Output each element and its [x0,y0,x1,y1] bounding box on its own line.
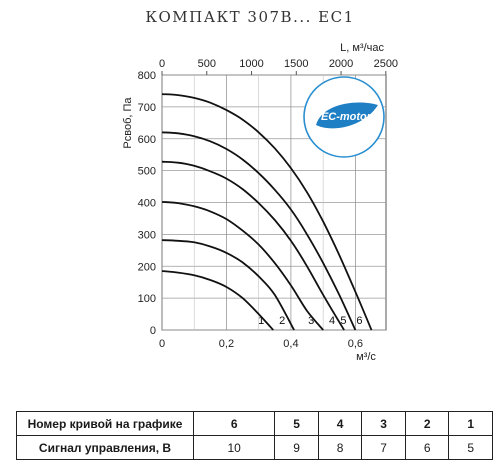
top-tick-label: 1000 [239,58,263,70]
curve-label: 6 [356,315,362,327]
signal-cell: 5 [448,435,493,460]
curve-signal-table: Номер кривой на графике 6 5 4 3 2 1 Сигн… [16,411,493,460]
top-tick-label: 2500 [374,58,398,70]
y-tick-label: 600 [138,134,156,146]
y-tick-label: 200 [138,261,156,273]
y-tick-label: 100 [138,293,156,305]
curve-label: 4 [329,315,335,327]
y-tick-label: 700 [138,102,156,114]
curve-number-header: Номер кривой на графике [16,411,194,436]
curve-number-cell: 2 [404,411,450,436]
y-tick-label: 400 [138,198,156,210]
y-tick-label: 0 [150,325,156,337]
signal-cell: 10 [192,435,276,460]
curve-number-cell: 3 [361,411,406,436]
top-tick-label: 0 [159,58,165,70]
curve-label: 5 [340,315,346,327]
ec-motor-badge: EC-motor [303,76,385,158]
signal-cell: 7 [361,435,406,460]
curve-6 [161,93,373,331]
top-tick-label: 2000 [329,58,353,70]
y-axis-label: Pсвоб, Па [122,97,134,149]
curve-label: 3 [308,315,314,327]
signal-cell: 9 [274,435,319,460]
top-axis-label: L, м³/час [340,42,384,54]
signal-cell: 6 [404,435,450,460]
curve-number-cell: 4 [317,411,363,436]
ec-motor-badge-label: EC-motor [321,111,372,123]
top-tick-label: 500 [198,58,216,70]
x-tick-label: 0 [159,338,165,350]
curve-number-cell: 1 [448,411,493,436]
curve-4 [161,160,345,331]
leaf-icon [316,102,378,129]
signal-row: Сигнал управления, В 10 9 8 7 6 5 [16,435,493,460]
x-tick-label: 0,6 [348,338,363,350]
curve-3 [161,201,324,331]
signal-cell: 8 [317,435,363,460]
curve-number-cell: 5 [274,411,319,436]
signal-header: Сигнал управления, В [16,435,194,460]
y-tick-label: 800 [138,70,156,82]
x-axis-label: м³/с [356,351,376,363]
curve-5 [161,131,357,331]
curve-number-row: Номер кривой на графике 6 5 4 3 2 1 [16,411,493,436]
chart-title: КОМПАКТ 307В... EC1 [145,8,355,26]
curve-label: 1 [258,315,264,327]
x-tick-label: 0,2 [219,338,234,350]
y-tick-label: 300 [138,229,156,241]
curve-1 [161,270,274,331]
curve-number-cell: 6 [192,411,276,436]
curve-label: 2 [279,315,285,327]
top-tick-label: 1500 [284,58,308,70]
x-tick-label: 0,4 [283,338,298,350]
y-tick-label: 500 [138,166,156,178]
curve-2 [161,239,295,331]
